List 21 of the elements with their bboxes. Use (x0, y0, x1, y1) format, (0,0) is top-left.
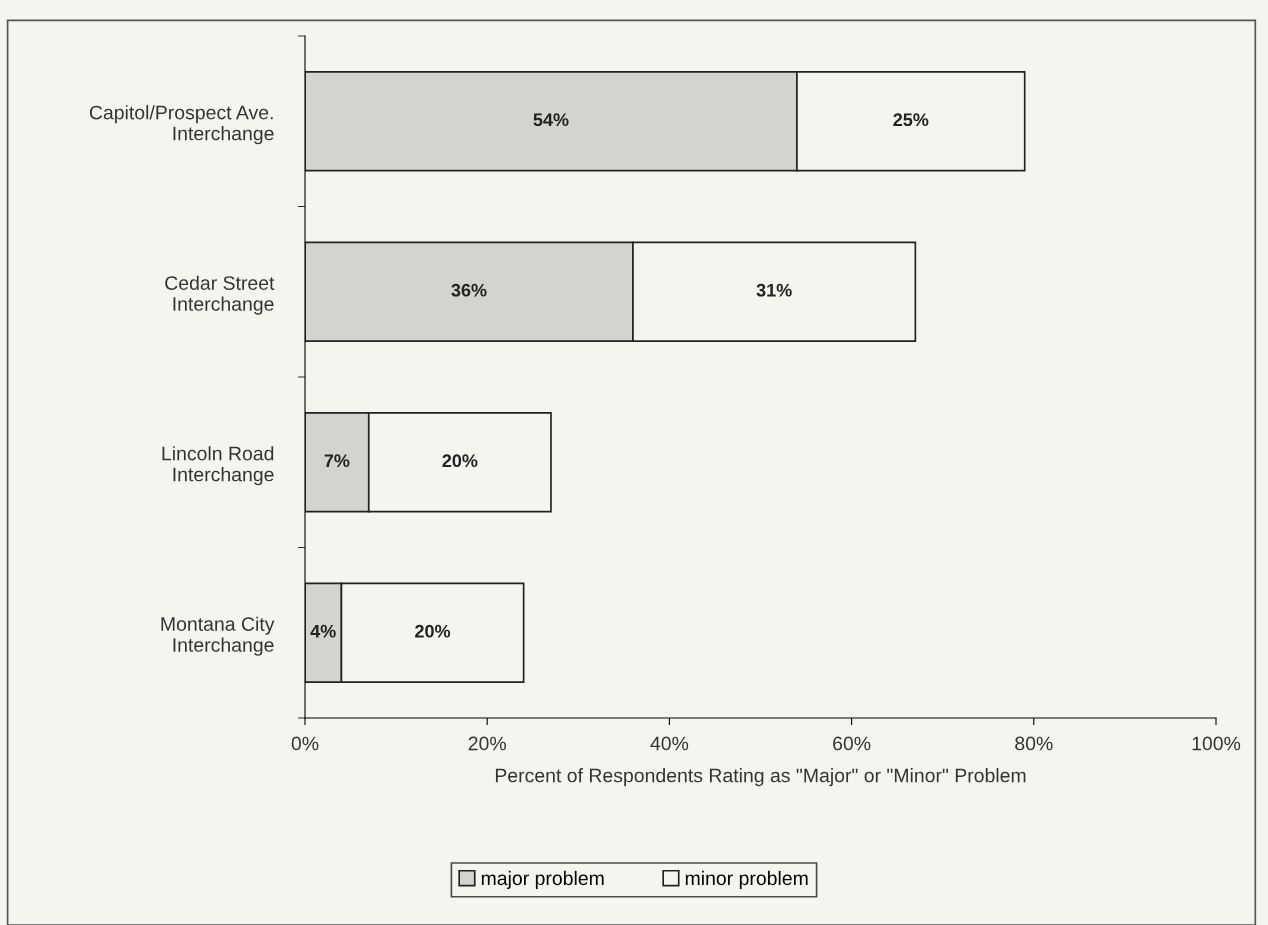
y-tick-label: Cedar Street Interchange (165, 275, 275, 315)
data-label: 31% (756, 283, 792, 297)
data-label: 36% (451, 283, 487, 297)
data-label: 7% (324, 454, 350, 468)
data-label: 25% (893, 113, 929, 127)
data-label: 20% (442, 454, 478, 468)
data-label: 20% (415, 624, 451, 638)
legend-label: major problem (481, 870, 604, 889)
data-label: 4% (310, 624, 336, 638)
x-tick-label: 0% (291, 736, 319, 751)
x-tick-label: 80% (1015, 736, 1053, 751)
y-tick-label: Capitol/Prospect Ave. Interchange (89, 105, 274, 145)
x-tick-label: 40% (650, 736, 689, 751)
x-axis-title: Percent of Respondents Rating as "Major" or "Minor" Problem (495, 768, 1026, 787)
legend-label: minor problem (685, 870, 808, 889)
x-tick-label: 20% (468, 736, 506, 751)
x-tick-label: 100% (1192, 736, 1241, 751)
data-label: 54% (533, 113, 569, 127)
y-tick-label: Lincoln Road Interchange (162, 446, 274, 486)
x-tick-label: 60% (833, 736, 871, 751)
y-tick-label: Montana City Interchange (161, 616, 275, 656)
